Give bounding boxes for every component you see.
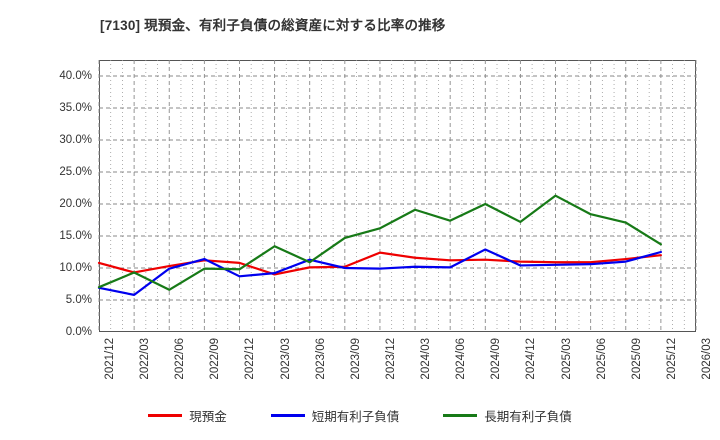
x-tick-label: 2023/03 (279, 338, 292, 380)
x-tick-label: 2025/06 (595, 338, 608, 380)
y-tick-label: 0.0% (65, 326, 92, 338)
legend-color-swatch (270, 414, 305, 417)
legend-color-swatch (148, 414, 183, 417)
y-tick-label: 35.0% (59, 102, 92, 114)
y-tick-label: 40.0% (59, 70, 92, 82)
x-tick-label: 2023/09 (349, 338, 362, 380)
gridlines (98, 60, 697, 332)
y-tick-label: 30.0% (59, 134, 92, 146)
x-tick-label: 2026/03 (701, 338, 713, 380)
legend-color-swatch (443, 414, 478, 417)
y-tick-label: 10.0% (59, 262, 92, 274)
y-tick-label: 15.0% (59, 230, 92, 242)
series-line-2 (97, 194, 662, 291)
x-tick-label: 2023/06 (314, 338, 327, 380)
x-tick-label: 2024/09 (490, 338, 503, 380)
legend-item[interactable]: 現預金 (148, 406, 227, 425)
series-lines (97, 194, 662, 296)
series-line-1 (97, 248, 662, 296)
chart-legend: 現預金 短期有利子負債 長期有利子負債 (0, 406, 720, 425)
y-tick-label: 20.0% (59, 198, 92, 210)
legend-item[interactable]: 短期有利子負債 (270, 406, 400, 425)
legend-label: 短期有利子負債 (311, 410, 400, 424)
x-tick-label: 2022/03 (139, 338, 152, 380)
legend-label: 現預金 (189, 410, 227, 424)
x-tick-label: 2024/06 (455, 338, 468, 380)
x-tick-label: 2022/12 (244, 338, 257, 380)
x-tick-label: 2025/12 (665, 338, 678, 380)
x-tick-label: 2025/03 (560, 338, 573, 380)
y-tick-label: 5.0% (65, 294, 92, 306)
x-tick-label: 2021/12 (104, 338, 116, 380)
x-tick-label: 2023/12 (384, 338, 397, 380)
y-tick-label: 25.0% (59, 166, 92, 178)
x-tick-label: 2024/03 (420, 338, 433, 380)
legend-label: 長期有利子負債 (484, 410, 572, 424)
x-tick-label: 2022/09 (209, 338, 222, 380)
legend-item[interactable]: 長期有利子負債 (443, 406, 572, 425)
x-tick-label: 2022/06 (174, 338, 187, 380)
page-title: [7130] 現預金、有利子負債の総資産に対する比率の推移 (100, 18, 446, 33)
plot-area (99, 60, 696, 332)
x-tick-label: 2024/12 (525, 338, 538, 380)
x-tick-label: 2025/09 (630, 338, 643, 380)
